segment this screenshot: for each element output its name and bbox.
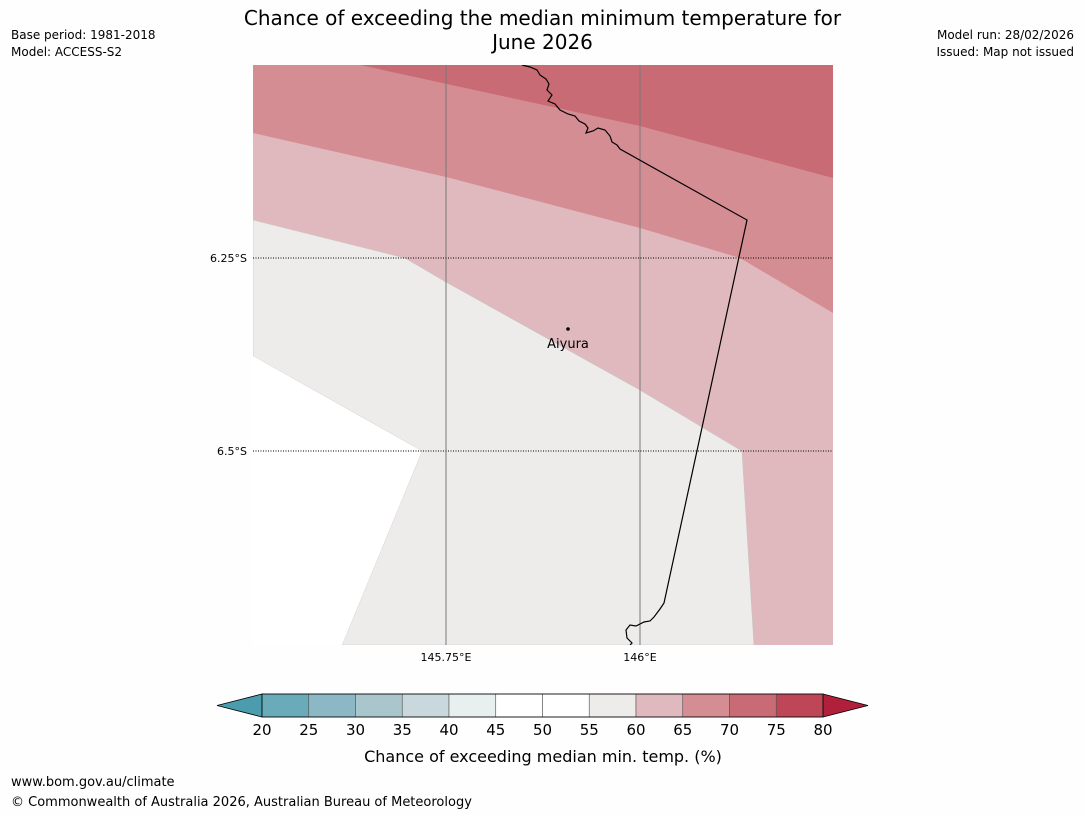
colourbar-tick-label: 80 — [813, 721, 832, 739]
colourbar-tick-label: 65 — [673, 721, 692, 739]
meta-left: Base period: 1981-2018 Model: ACCESS-S2 — [11, 27, 156, 61]
title-line-1: Chance of exceeding the median minimum t… — [243, 6, 842, 30]
colourbar-tick-label: 35 — [393, 721, 412, 739]
band-50-55 — [253, 356, 422, 645]
base-period: Base period: 1981-2018 — [11, 28, 156, 42]
issued-status: Issued: Map not issued — [936, 45, 1074, 59]
lon-label-146: 146°E — [623, 651, 656, 664]
colourbar-tick-label: 60 — [626, 721, 645, 739]
colourbar-tick-label: 70 — [720, 721, 739, 739]
colourbar-extend-high — [822, 693, 869, 718]
colourbar-segment — [448, 693, 497, 718]
colourbar-segment — [261, 693, 310, 718]
colourbar: 20 25 30 35 40 45 50 55 60 65 70 75 80 — [216, 693, 869, 739]
footer-url: www.bom.gov.au/climate — [11, 775, 175, 790]
colourbar-tick-label: 75 — [767, 721, 786, 739]
aiyura-marker — [566, 327, 570, 331]
colourbar-label: Chance of exceeding median min. temp. (%… — [364, 747, 722, 766]
colourbar-segment — [308, 693, 356, 718]
colourbar-segment — [401, 693, 450, 718]
footer-copyright: © Commonwealth of Australia 2026, Austra… — [11, 795, 472, 810]
colourbar-segment — [635, 693, 684, 718]
lon-label-145-75: 145.75°E — [421, 651, 472, 664]
colourbar-tick-label: 45 — [486, 721, 505, 739]
title-line-2: June 2026 — [492, 30, 593, 54]
aiyura-label: Aiyura — [547, 337, 589, 352]
province-boundary — [521, 65, 748, 645]
colourbar-segment — [542, 693, 590, 718]
colourbar-segment — [682, 693, 730, 718]
map-area: Aiyura — [253, 65, 833, 645]
colourbar-tick-label: 25 — [299, 721, 318, 739]
lat-label-6-25: 6.25°S — [210, 252, 247, 265]
model-run: Model run: 28/02/2026 — [936, 28, 1074, 42]
colourbar-segment — [355, 693, 403, 718]
colourbar-segment — [729, 693, 777, 718]
colourbar-segment — [775, 693, 824, 718]
colourbar-tick-label: 50 — [533, 721, 552, 739]
colourbar-tick-label: 20 — [252, 721, 271, 739]
meta-right: Model run: 28/02/2026 Issued: Map not is… — [936, 27, 1074, 61]
colourbar-tick-label: 40 — [439, 721, 458, 739]
colourbar-frame — [261, 693, 824, 718]
model-name: Model: ACCESS-S2 — [11, 45, 123, 59]
colourbar-extend-low — [216, 693, 263, 718]
colourbar-tick-label: 55 — [580, 721, 599, 739]
map-title: Chance of exceeding the median minimum t… — [200, 6, 885, 54]
lat-label-6-5: 6.5°S — [217, 445, 247, 458]
colourbar-segment — [588, 693, 637, 718]
colourbar-segment — [495, 693, 543, 718]
colourbar-tick-label: 30 — [346, 721, 365, 739]
